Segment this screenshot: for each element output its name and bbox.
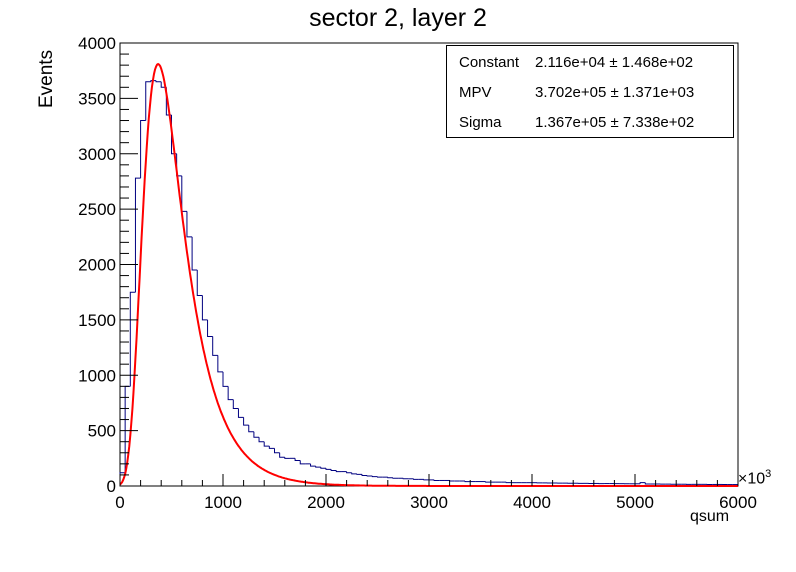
stat-row-constant: Constant 2.116e+04 ± 1.468e+02 (459, 54, 693, 71)
stat-row-mpv: MPV 3.702e+05 ± 1.371e+03 (459, 84, 694, 101)
histogram-bin (268, 446, 275, 449)
histogram-bin (356, 473, 363, 475)
x-tick-label: 0 (115, 493, 124, 512)
x-tick-label: 6000 (719, 493, 757, 512)
histogram-bin (335, 470, 342, 473)
stat-name: Sigma (459, 114, 502, 131)
x-tick-label: 1000 (204, 493, 242, 512)
histogram-bin (284, 457, 290, 459)
histogram-bin (134, 177, 141, 293)
histogram-bin (191, 236, 198, 271)
histogram-bin (330, 469, 337, 471)
stat-name: Constant (459, 54, 520, 71)
stat-value: 3.702e+05 ± 1.371e+03 (535, 84, 695, 101)
histogram-bin (227, 386, 234, 401)
y-tick-label: 3000 (78, 145, 116, 164)
histogram-bin (129, 291, 136, 387)
stat-row-sigma: Sigma 1.367e+05 ± 7.338e+02 (459, 114, 694, 131)
y-tick-label: 0 (107, 477, 116, 496)
histogram-bin (150, 80, 157, 82)
histogram-bin (186, 211, 193, 238)
histogram-bin (181, 175, 187, 212)
histogram-bin (248, 425, 254, 433)
y-tick-label: 1000 (78, 366, 116, 385)
histogram-bin (377, 476, 383, 478)
x-tick-label: 3000 (410, 493, 448, 512)
histogram-bin (299, 460, 306, 465)
y-tick-label: 500 (88, 422, 116, 441)
histogram-bin (485, 481, 491, 483)
histogram-bin (294, 458, 301, 462)
x-tick-label: 5000 (616, 493, 654, 512)
histogram-bin (464, 481, 471, 483)
fit-stats-box: Constant 2.116e+04 ± 1.468e+02 MPV 3.702e+… (446, 45, 734, 138)
histogram-bin (346, 471, 352, 474)
histogram-bin (639, 482, 646, 484)
histogram-bin (366, 475, 373, 477)
histogram-bin (258, 437, 265, 443)
x-axis-label: qsum (690, 508, 730, 525)
x-tick-label: 2000 (307, 493, 345, 512)
histogram-bin (505, 482, 512, 484)
histogram-bin (274, 448, 280, 454)
histogram-bin (232, 399, 239, 409)
histogram-bin (155, 80, 162, 83)
histogram-bin (263, 441, 270, 447)
histogram-bin (433, 479, 440, 481)
stat-value: 2.116e+04 ± 1.468e+02 (535, 54, 694, 71)
histogram-bin (325, 468, 332, 470)
y-tick-label: 2500 (78, 200, 116, 219)
histogram-bin (644, 482, 651, 485)
histogram-bin (310, 463, 316, 467)
histogram-bin (402, 478, 409, 480)
histogram-bin (315, 466, 321, 468)
y-tick-label: 3500 (78, 89, 116, 108)
histogram-bin (392, 477, 399, 479)
histogram-bin (279, 452, 285, 458)
histogram-bin (222, 371, 229, 387)
stat-name: MPV (459, 84, 492, 101)
histogram-bin (243, 417, 249, 426)
histogram-bin (145, 81, 151, 121)
y-tick-label: 4000 (78, 34, 116, 53)
histogram-bin (361, 474, 368, 476)
y-tick-label: 1500 (78, 311, 116, 330)
histogram-bin (423, 479, 429, 481)
histogram-bin (140, 120, 146, 179)
histogram-bin (217, 355, 223, 373)
stat-value: 1.367e+05 ± 7.338e+02 (535, 114, 695, 131)
histogram-bin (351, 472, 357, 475)
x-tick-label: 4000 (513, 493, 551, 512)
histogram-bin (201, 295, 208, 321)
histogram-bin (387, 477, 393, 479)
histogram-bin (212, 336, 218, 356)
histogram-bin (371, 476, 378, 478)
y-tick-label: 2000 (78, 256, 116, 275)
histogram-bin (449, 480, 455, 482)
histogram-bin (253, 431, 260, 438)
histogram-bin (207, 319, 213, 337)
histogram-bin (237, 408, 244, 418)
histogram-bin (320, 467, 326, 469)
x-axis-exponent: ×103 (738, 468, 772, 488)
y-axis-label: Events (36, 49, 57, 108)
histogram-bin (196, 270, 203, 297)
histogram-bin (413, 478, 419, 480)
chart-title: sector 2, layer 2 (309, 4, 487, 32)
